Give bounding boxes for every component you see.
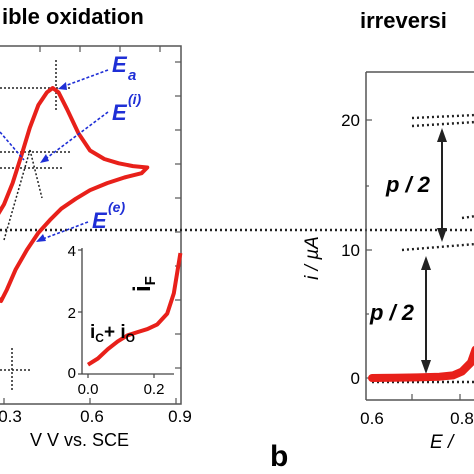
panel-b-xtick-08: 0.8	[450, 409, 474, 428]
ea-subscript: a	[128, 67, 136, 84]
panel-a-right-ticks	[175, 61, 181, 369]
ee-superscript: (e)	[108, 199, 125, 215]
inset-ytick-0: 0	[68, 365, 76, 382]
panel-b-series-line	[368, 345, 474, 382]
panel-b-ytick-20: 20	[341, 111, 360, 130]
panel-b-ytick-0: 0	[351, 369, 360, 388]
ea-label: E	[112, 52, 128, 77]
inset-ytick-2: 2	[68, 305, 76, 322]
panel-b-ytick-10: 10	[341, 241, 360, 260]
panel-a-xtick-1: 0.6	[80, 407, 104, 426]
ei-superscript: (i)	[128, 91, 142, 107]
panel-b: irreversi b 20 10 0 i / µA 0.6 0.8 E /	[270, 8, 474, 473]
inset-series-line	[86, 252, 183, 367]
inset-label-ic-io: iC+ iO	[90, 322, 135, 345]
panel-b-level-lines	[372, 113, 474, 384]
panel-a-bottom-ticks	[3, 398, 177, 404]
ee-label: E	[92, 208, 108, 233]
panel-b-xtick-06: 0.6	[360, 409, 384, 428]
helper-lines	[0, 60, 72, 392]
panel-a-xtick-2: 0.9	[168, 407, 192, 426]
inset-ytick-4: 4	[68, 243, 76, 260]
panel-b-ylabel: i / µA	[302, 236, 323, 280]
panel-a-title: ible oxidation	[2, 4, 144, 29]
panel-b-label: b	[270, 440, 288, 473]
inset-plot: 4 2 0 0.0 0.2 iF iC+ iO	[68, 243, 183, 398]
panel-b-xlabel: E /	[430, 432, 455, 453]
cv-series-line	[0, 86, 150, 303]
annotation-arrowheads	[36, 82, 67, 242]
panel-b-title: irreversi	[360, 8, 447, 33]
inset-xtick-0: 0.0	[78, 381, 99, 398]
ei-label: E	[112, 100, 128, 125]
inset-label-if: iF	[129, 276, 159, 292]
panel-b-double-arrows	[425, 134, 443, 368]
annotation-arrows	[0, 69, 109, 241]
panel-b-arrowheads	[421, 128, 447, 374]
p2-bottom-label: p / 2	[369, 300, 415, 325]
panel-a: ible oxidation	[0, 4, 474, 450]
panel-a-xlabel: V V vs. SCE	[30, 430, 129, 450]
inset-xtick-1: 0.2	[144, 381, 165, 398]
p2-top-label: p / 2	[385, 172, 431, 197]
panel-a-xtick-0: 0.3	[0, 407, 22, 426]
panel-a-top-ticks	[39, 46, 161, 52]
